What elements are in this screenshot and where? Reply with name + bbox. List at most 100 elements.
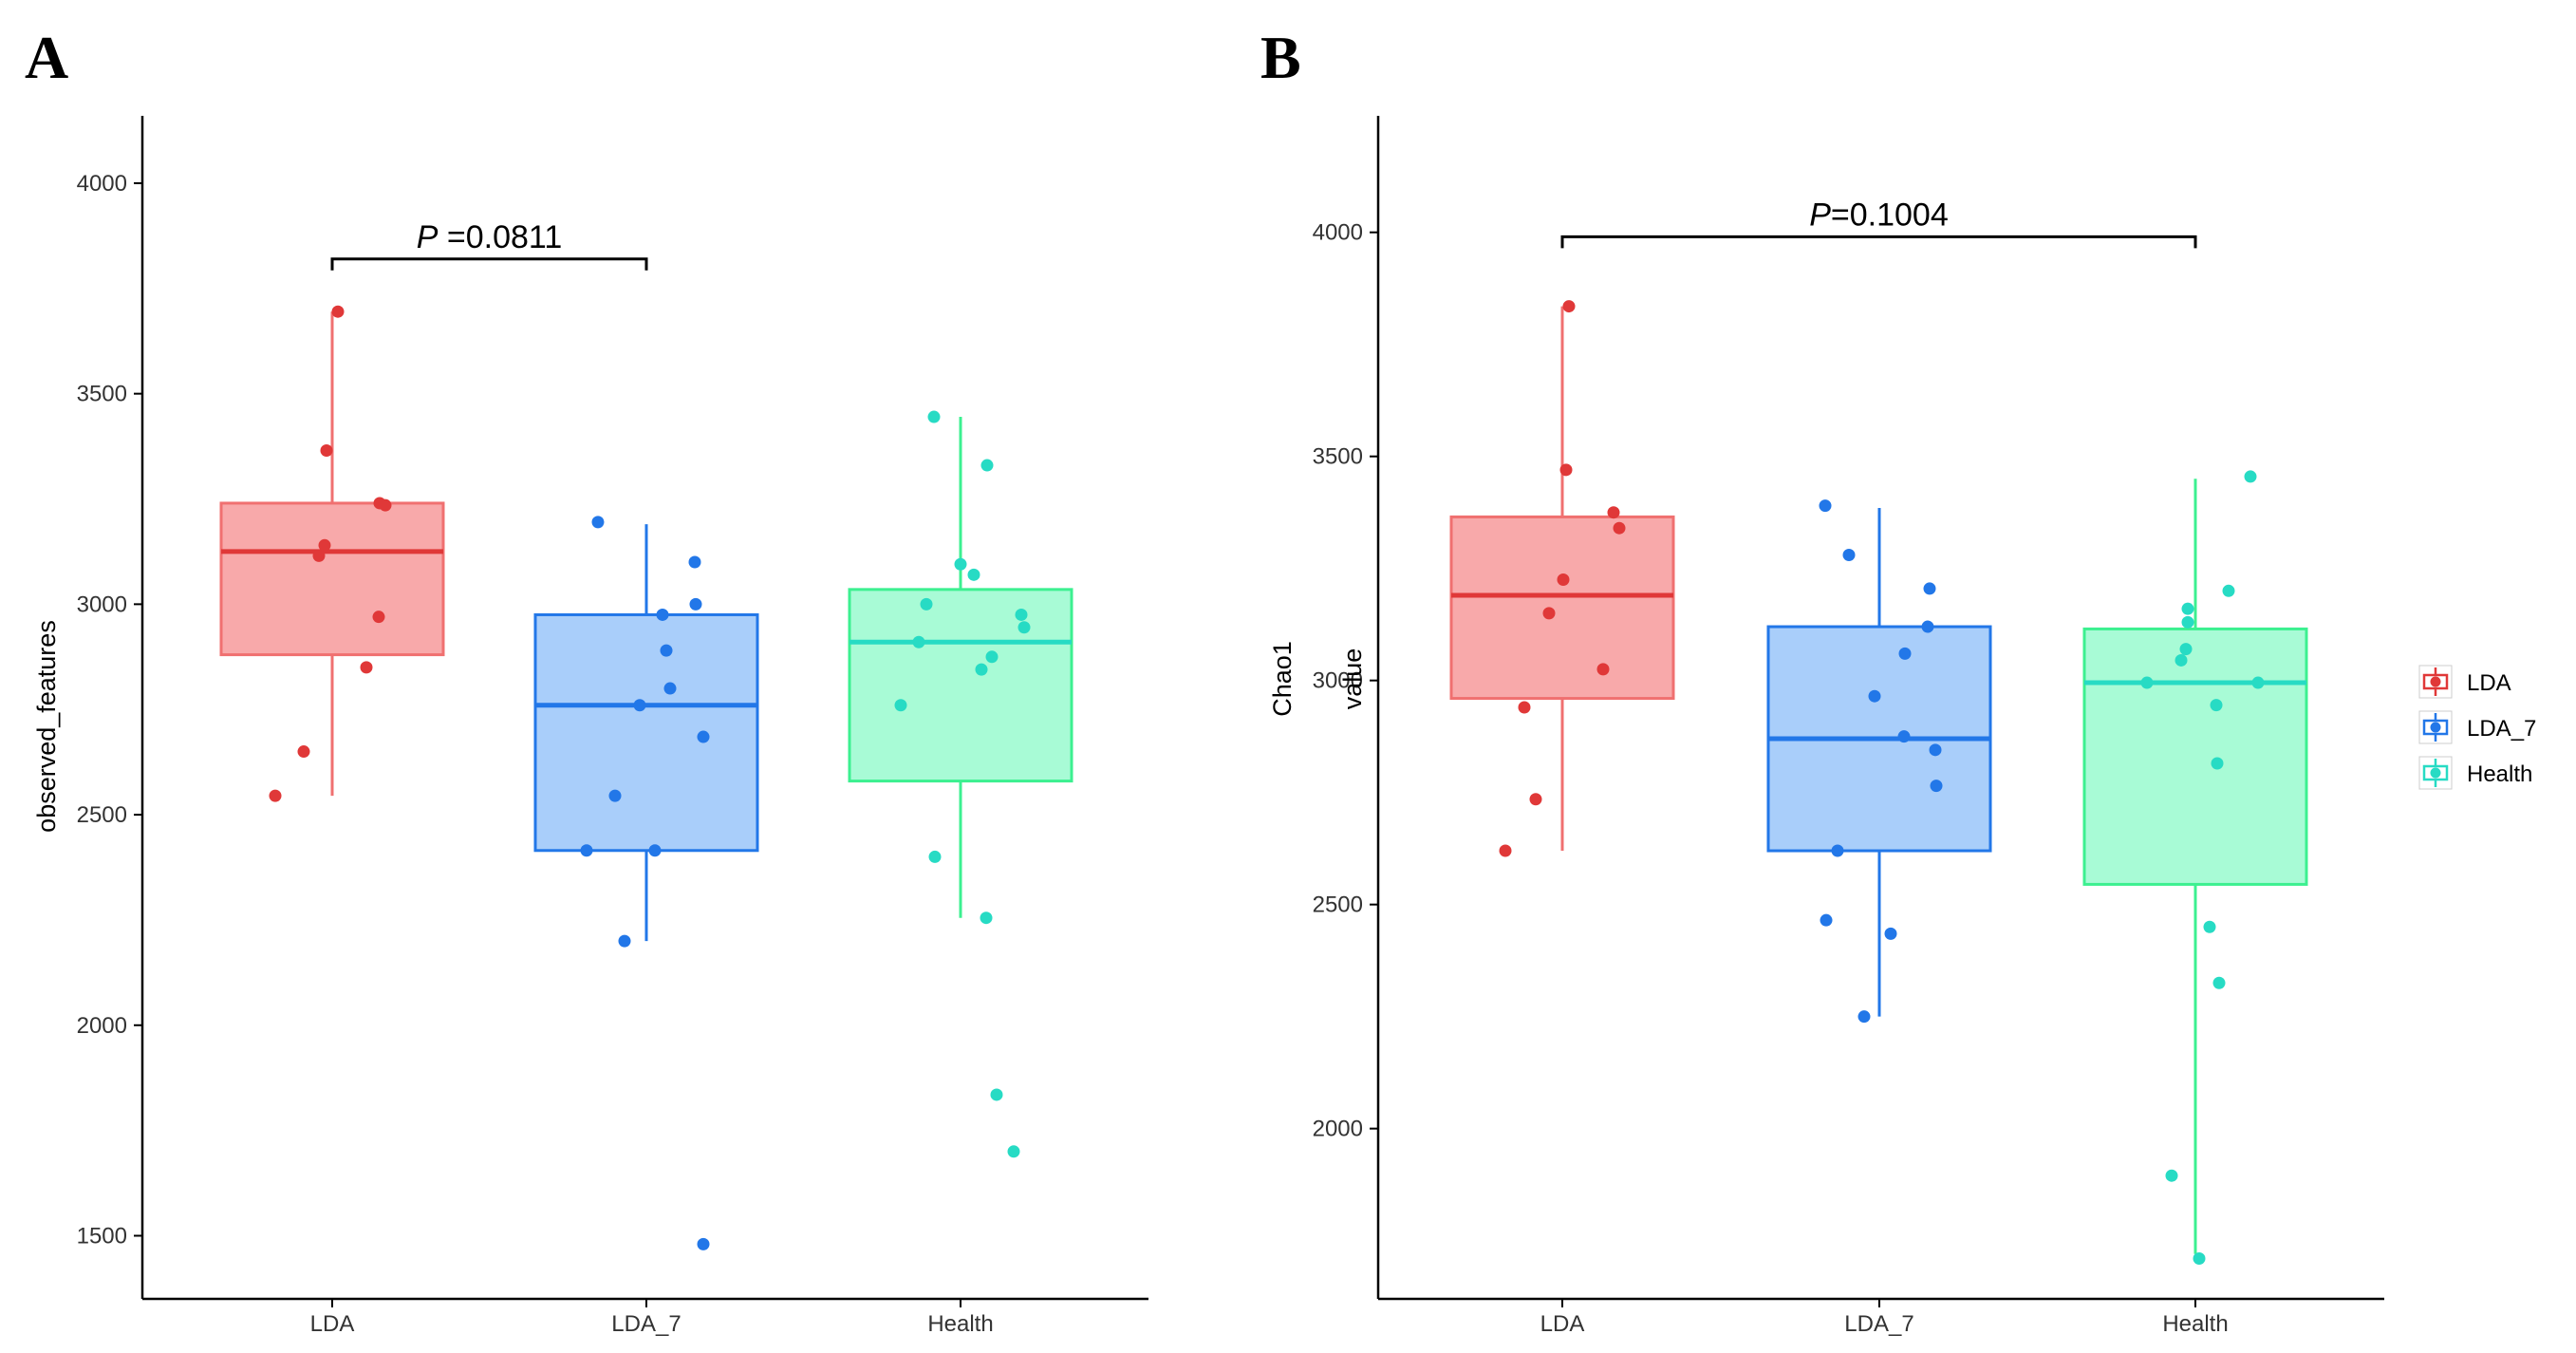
- y-axis-title-line: Chao1: [1268, 641, 1297, 717]
- data-point: [608, 789, 622, 802]
- data-point: [1596, 663, 1610, 676]
- data-point: [2203, 920, 2216, 933]
- y-tick-label: 2500: [1313, 893, 1363, 918]
- data-point: [331, 305, 345, 318]
- p-value-number: =0.1004: [1831, 197, 1949, 233]
- legend-label: LDA_7: [2467, 716, 2536, 742]
- data-point: [688, 555, 701, 569]
- data-point: [2251, 676, 2265, 689]
- data-point: [2175, 653, 2188, 667]
- box-LDA: [1449, 300, 1675, 857]
- legend-item-LDA: LDA: [2418, 665, 2511, 699]
- data-point: [1897, 730, 1911, 743]
- data-point: [633, 699, 646, 712]
- y-axis-title: observed_features: [32, 620, 61, 833]
- box-LDA_7: [533, 516, 759, 1250]
- legend-item-Health: Health: [2418, 756, 2532, 790]
- box-body: [533, 612, 759, 853]
- data-point: [580, 844, 593, 857]
- data-point: [980, 459, 994, 472]
- data-point: [1007, 1145, 1020, 1158]
- legend-point: [2430, 676, 2441, 687]
- y-tick-label: 4000: [77, 171, 127, 197]
- data-point: [1884, 927, 1897, 940]
- box-body: [2082, 627, 2308, 886]
- box-body: [1449, 515, 1675, 701]
- data-point: [2210, 699, 2223, 712]
- p-value-number: =0.0811: [438, 219, 562, 255]
- data-point: [1842, 549, 1856, 562]
- box-Health: [848, 410, 1073, 1158]
- data-point: [1613, 521, 1626, 535]
- data-point: [2193, 1252, 2206, 1266]
- p-value-italic: P: [417, 219, 439, 255]
- x-tick-label: LDA_7: [1844, 1311, 1913, 1337]
- p-value-label: P =0.0811: [417, 219, 562, 255]
- data-point: [297, 745, 310, 759]
- data-point: [967, 568, 980, 581]
- y-tick-label: 3000: [77, 592, 127, 617]
- data-point: [1559, 463, 1573, 477]
- data-point: [2181, 602, 2194, 615]
- data-point: [2222, 584, 2235, 597]
- panel-a-chart: 1500 2000 2500 3000 3500 4000 observed_feature…: [32, 116, 1148, 1337]
- y-tick-label: 2500: [77, 802, 127, 828]
- data-point: [618, 934, 631, 948]
- x-tick-label: LDA: [1540, 1311, 1585, 1337]
- data-point: [1529, 793, 1542, 806]
- data-point: [1819, 499, 1832, 513]
- y-tick-label: 3000: [1313, 668, 1363, 694]
- legend-item-LDA_7: LDA_7: [2418, 710, 2536, 744]
- significance-bracket: [330, 257, 648, 271]
- box-LDA_7: [1766, 499, 1992, 1024]
- data-point: [980, 911, 993, 925]
- data-point: [2212, 976, 2226, 989]
- data-point: [1542, 607, 1556, 620]
- y-tick-label: 1500: [77, 1223, 127, 1249]
- legend: LDA LDA_7 Health: [2418, 665, 2536, 790]
- p-value-label: P=0.1004: [1809, 197, 1949, 233]
- data-point: [928, 850, 942, 863]
- data-point: [656, 608, 669, 621]
- significance-bracket: [1560, 235, 2197, 249]
- data-point: [1557, 573, 1570, 586]
- data-point: [1820, 913, 1833, 927]
- data-point: [663, 682, 677, 695]
- box-body: [219, 501, 445, 657]
- y-tick-label: 2000: [1313, 1117, 1363, 1142]
- data-point: [985, 650, 999, 664]
- panel-b-letter: B: [1260, 24, 1301, 91]
- panel-b-chart: 2000 2500 3000 3500 4000 Chao1 value LDA LDA_7 He…: [1268, 116, 2384, 1337]
- data-point: [660, 644, 673, 657]
- legend-point: [2430, 767, 2441, 779]
- data-point: [360, 661, 373, 674]
- data-point: [697, 1237, 710, 1250]
- data-point: [912, 635, 925, 648]
- panel-a-letter: A: [25, 24, 68, 91]
- y-tick-label: 2000: [77, 1013, 127, 1039]
- y-axis-title-line: value: [1338, 648, 1367, 710]
- data-point: [1923, 582, 1936, 595]
- x-tick-label: Health: [927, 1311, 993, 1337]
- x-tick-label: LDA: [310, 1311, 355, 1337]
- data-point: [379, 498, 392, 512]
- legend-point: [2430, 722, 2441, 733]
- data-point: [1499, 844, 1512, 857]
- data-point: [372, 611, 385, 624]
- data-point: [1015, 608, 1028, 621]
- data-point: [2211, 757, 2224, 770]
- data-point: [269, 789, 282, 802]
- x-tick-label: Health: [2162, 1311, 2228, 1337]
- data-point: [318, 538, 331, 552]
- data-point: [1898, 647, 1912, 660]
- data-point: [2165, 1169, 2178, 1182]
- data-point: [1017, 621, 1031, 634]
- box-Health: [2082, 470, 2308, 1266]
- data-point: [927, 410, 941, 423]
- data-point: [1929, 743, 1942, 757]
- data-point: [920, 597, 933, 611]
- data-point: [1868, 689, 1881, 703]
- y-tick-label: 4000: [1313, 220, 1363, 246]
- y-tick-label: 3500: [77, 382, 127, 407]
